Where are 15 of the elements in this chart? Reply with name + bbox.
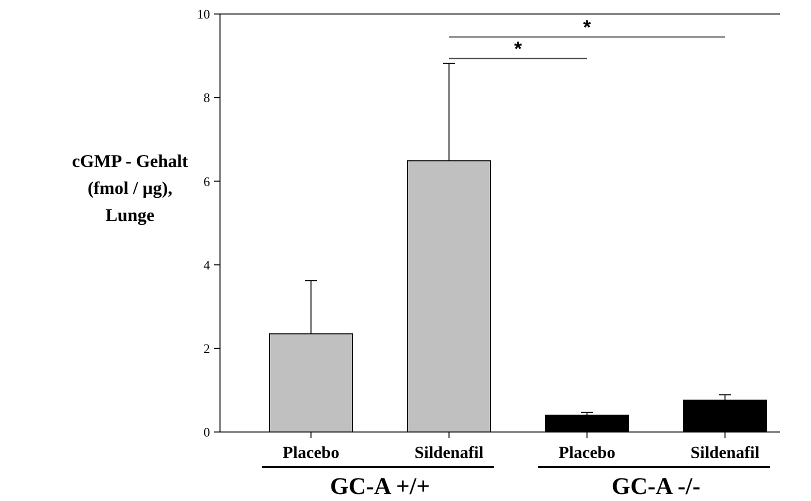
x-tick-label: Sildenafil bbox=[414, 443, 484, 462]
x-tick-label: Placebo bbox=[558, 443, 616, 462]
x-tick-label: Placebo bbox=[282, 443, 340, 462]
y-tick-label: 6 bbox=[204, 174, 210, 189]
annotation: * bbox=[583, 17, 592, 39]
x-tick-label: Sildenafil bbox=[690, 443, 760, 462]
text: GC-A -/- bbox=[612, 474, 700, 500]
y-tick-label: 0 bbox=[204, 424, 210, 440]
y-tick-label: 4 bbox=[204, 257, 210, 272]
y-tick-label: 10 bbox=[197, 6, 210, 22]
y-axis-title: cGMP - Gehalt (fmol / µg), Lunge bbox=[72, 151, 188, 225]
y-tick-label: 8 bbox=[204, 90, 210, 106]
y-tick-label: 2 bbox=[204, 340, 210, 356]
annotation: * bbox=[514, 38, 522, 60]
text: GC-A +/+ bbox=[330, 474, 430, 500]
